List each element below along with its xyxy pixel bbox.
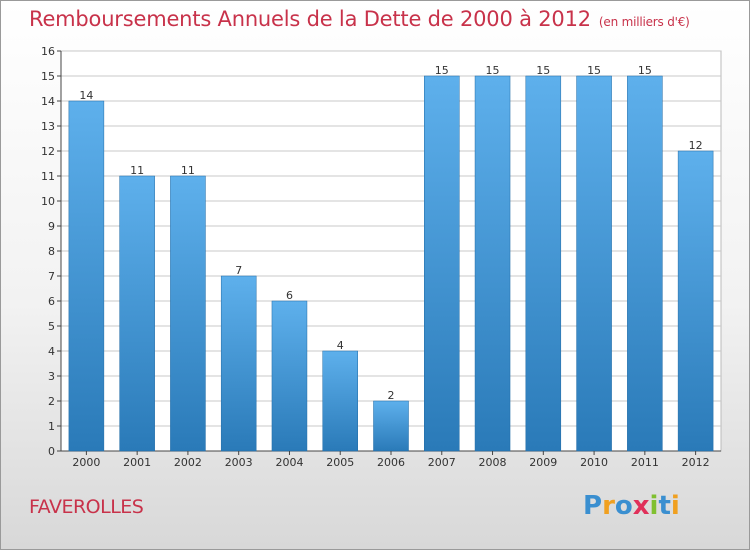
logo-letter: i (670, 491, 680, 521)
y-tick-label: 4 (48, 345, 55, 358)
bar-value-label: 15 (435, 64, 449, 77)
bar-value-label: 12 (689, 139, 703, 152)
x-tick-label: 2005 (326, 456, 354, 469)
bar (627, 75, 663, 452)
y-tick-label: 11 (41, 170, 55, 183)
chart-title-unit: (en milliers d'€) (598, 15, 690, 29)
bar (119, 175, 155, 452)
bar-value-label: 6 (286, 289, 293, 302)
y-tick-label: 1 (48, 420, 55, 433)
bar-value-label: 15 (587, 64, 601, 77)
bar-value-label: 14 (79, 89, 93, 102)
y-tick-label: 15 (41, 70, 55, 83)
y-tick-label: 6 (48, 295, 55, 308)
x-tick-label: 2002 (174, 456, 202, 469)
logo-letter: i (649, 491, 659, 521)
x-tick-label: 2011 (631, 456, 659, 469)
y-tick-label: 16 (41, 45, 55, 58)
bar (373, 400, 409, 452)
x-tick-label: 2008 (479, 456, 507, 469)
y-tick-label: 10 (41, 195, 55, 208)
y-tick-label: 14 (41, 95, 55, 108)
bar-value-label: 2 (388, 389, 395, 402)
y-tick-label: 5 (48, 320, 55, 333)
y-tick-label: 0 (48, 445, 55, 458)
y-tick-label: 2 (48, 395, 55, 408)
bar-value-label: 15 (486, 64, 500, 77)
x-tick-label: 2006 (377, 456, 405, 469)
x-tick-label: 2001 (123, 456, 151, 469)
bar-value-label: 11 (130, 164, 144, 177)
logo-letter: t (658, 491, 671, 521)
x-tick-label: 2012 (682, 456, 710, 469)
y-tick-label: 7 (48, 270, 55, 283)
x-tick-label: 2007 (428, 456, 456, 469)
y-tick-label: 8 (48, 245, 55, 258)
y-tick-label: 13 (41, 120, 55, 133)
bar-value-label: 7 (235, 264, 242, 277)
proxiti-logo: Proxiti (583, 491, 680, 521)
logo-letter: x (632, 491, 650, 521)
commune-name: FAVEROLLES (29, 496, 144, 518)
bar (474, 75, 511, 452)
bar (576, 75, 612, 452)
chart-title: Remboursements Annuels de la Dette de 20… (29, 7, 690, 31)
x-tick-label: 2009 (529, 456, 557, 469)
x-tick-label: 2000 (72, 456, 100, 469)
y-tick-label: 3 (48, 370, 55, 383)
bar (525, 75, 562, 452)
y-tick-label: 9 (48, 220, 55, 233)
bar (677, 150, 714, 452)
bar (170, 175, 206, 452)
bar-value-label: 15 (638, 64, 652, 77)
bar (424, 75, 460, 452)
logo-letter: o (614, 491, 633, 521)
x-tick-label: 2003 (225, 456, 253, 469)
logo-letter: P (583, 491, 603, 521)
bar-value-label: 15 (536, 64, 550, 77)
bar (271, 300, 308, 452)
logo-letter: r (602, 491, 615, 521)
chart-title-main: Remboursements Annuels de la Dette de 20… (29, 7, 591, 31)
x-tick-label: 2010 (580, 456, 608, 469)
bar (322, 350, 358, 452)
bar (68, 100, 105, 452)
x-tick-label: 2004 (275, 456, 303, 469)
bar-value-label: 4 (337, 339, 344, 352)
y-tick-label: 12 (41, 145, 55, 158)
bar (220, 275, 257, 452)
bar-value-label: 11 (181, 164, 195, 177)
